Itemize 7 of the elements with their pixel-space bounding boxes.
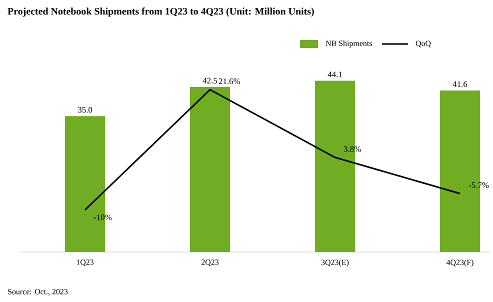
data-label: 44.1 bbox=[328, 72, 342, 78]
data-label: 41.6 bbox=[452, 81, 468, 87]
data-label: 35.0 bbox=[78, 106, 92, 113]
chart-title: Projected Notebook Shipments from 1Q23 to 4Q23 (Unit: Million Units) bbox=[8, 8, 314, 17]
data-label: 42.5 bbox=[202, 78, 218, 84]
bar bbox=[190, 87, 230, 252]
data-label: 21.6% bbox=[218, 78, 240, 84]
